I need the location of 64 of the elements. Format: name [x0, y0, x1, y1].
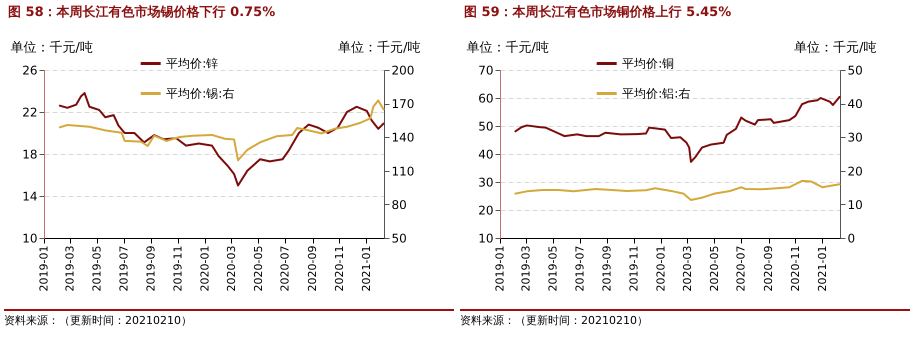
x-tick-label: 2019-11: [628, 246, 641, 292]
y2-tick-label: 40: [848, 97, 863, 112]
line-series: [58, 99, 385, 162]
x-tick-label: 2020-09: [306, 246, 320, 292]
line-series: [514, 180, 841, 202]
x-tick-label: 2019-03: [64, 246, 77, 292]
x-tick-label: 2020-11: [788, 246, 802, 292]
y-tick-label: 26: [22, 64, 38, 78]
x-tick-label: 2020-01: [654, 246, 668, 292]
x-tick-label: 2019-07: [117, 246, 130, 292]
y2-axis-title: 单位：千元/吨: [338, 40, 420, 56]
y-tick-label: 22: [22, 106, 38, 120]
y2-tick-label: 140: [392, 130, 414, 145]
x-tick-label: 2019-11: [172, 246, 185, 292]
x-tick-label: 2020-03: [224, 246, 238, 292]
chart-title: 图 58：本周长江有色市场锡价格下行 0.75%: [8, 4, 276, 20]
x-tick-label: 2019-03: [520, 246, 533, 292]
y-tick-label: 14: [22, 190, 38, 204]
x-tick-label: 2021-01: [816, 246, 829, 292]
y2-tick-label: 10: [848, 198, 863, 212]
y2-tick-label: 200: [392, 64, 414, 78]
x-tick-label: 2020-01: [198, 246, 212, 292]
x-tick-label: 2019-01: [38, 246, 50, 292]
y-tick-label: 20: [478, 204, 494, 218]
x-tick-label: 2020-05: [252, 246, 265, 292]
chart-title: 图 59：本周长江有色市场铜价格上行 5.45%: [464, 4, 732, 20]
x-tick-label: 2020-09: [762, 246, 776, 292]
y-tick-label: 60: [478, 92, 494, 106]
y-tick-label: 10: [22, 232, 38, 246]
y2-tick-label: 50: [392, 232, 407, 246]
y2-tick-label: 80: [392, 198, 407, 212]
x-tick-label: 2019-09: [600, 246, 614, 292]
y2-axis-title: 单位：千元/吨: [794, 40, 876, 56]
y-tick-label: 18: [22, 148, 38, 162]
x-tick-label: 2021-01: [360, 246, 373, 292]
legend-label: 平均价:铜: [622, 56, 674, 70]
y2-tick-label: 110: [392, 164, 414, 178]
x-tick-label: 2019-07: [573, 246, 586, 292]
y2-tick-label: 30: [848, 130, 863, 145]
y-tick-label: 30: [478, 176, 494, 190]
y-tick-label: 40: [478, 148, 494, 162]
legend-label: 平均价:锡:右: [166, 86, 234, 100]
x-tick-label: 2019-01: [494, 246, 506, 292]
y2-tick-label: 20: [848, 164, 863, 178]
x-tick-label: 2020-11: [332, 246, 346, 292]
x-tick-label: 2020-07: [278, 246, 292, 292]
y-tick-label: 50: [478, 120, 494, 134]
x-tick-label: 2019-05: [90, 246, 104, 292]
y-axis-title: 单位：千元/吨: [466, 40, 549, 56]
x-tick-label: 2020-07: [734, 246, 748, 292]
y2-tick-label: 170: [392, 97, 414, 112]
text: 资料来源：（更新时间：20210210）: [4, 309, 454, 328]
legend-label: 平均价:铝:右: [622, 86, 690, 100]
legend-label: 平均价:锌: [166, 56, 218, 70]
y-tick-label: 10: [478, 232, 494, 246]
y-axis-title: 单位：千元/吨: [10, 40, 93, 56]
x-tick-label: 2019-05: [546, 246, 560, 292]
y2-tick-label: 50: [848, 64, 863, 78]
x-tick-label: 2020-05: [708, 246, 721, 292]
x-tick-label: 2019-09: [144, 246, 158, 292]
x-tick-label: 2020-03: [680, 246, 694, 292]
y-tick-label: 70: [478, 64, 494, 78]
text: 资料来源：（更新时间：20210210）: [460, 309, 910, 328]
y2-tick-label: 0: [848, 232, 856, 246]
